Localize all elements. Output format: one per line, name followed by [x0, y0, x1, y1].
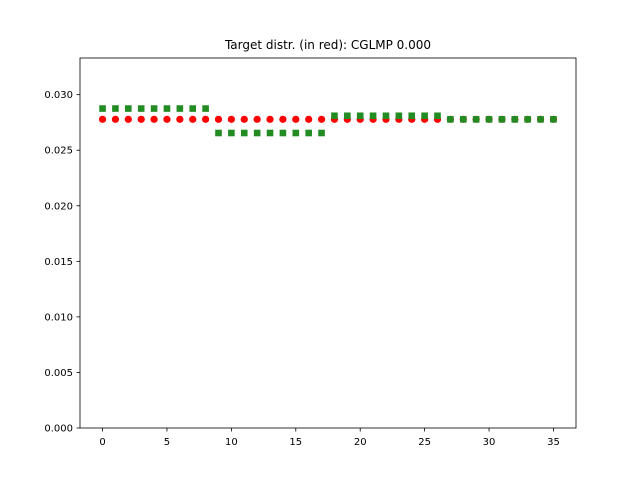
- data-point-square: [112, 105, 119, 112]
- data-point-square: [369, 112, 377, 120]
- data-point-circle: [253, 115, 261, 123]
- data-point-square: [344, 112, 351, 120]
- data-point-square: [511, 116, 519, 123]
- data-point-circle: [279, 115, 287, 123]
- data-point-circle: [240, 115, 248, 123]
- data-point-square: [240, 129, 248, 137]
- data-point-circle: [98, 115, 107, 123]
- data-point-square: [550, 116, 557, 123]
- data-point-square: [331, 112, 338, 120]
- data-point-square: [537, 116, 544, 123]
- x-tick-label: 0: [99, 437, 105, 448]
- data-point-square: [485, 116, 493, 123]
- data-point-square: [215, 129, 222, 137]
- data-point-square: [189, 105, 197, 112]
- y-tick-label: 0.015: [44, 257, 73, 268]
- x-axis: 0 5 10 15 20 25 30 35: [99, 428, 560, 448]
- data-point-square: [382, 112, 390, 120]
- data-point-square: [318, 129, 325, 137]
- y-tick-label: 0.025: [44, 146, 73, 157]
- y-axis: 0.000 0.005 0.010 0.015 0.020 0.025 0.030: [44, 90, 80, 435]
- data-point-square: [137, 105, 145, 112]
- x-tick-label: 15: [289, 437, 302, 448]
- data-point-square: [202, 105, 209, 112]
- y-tick-label: 0.005: [44, 368, 73, 379]
- series-1: [99, 105, 557, 137]
- chart-title: Target distr. (in red): CGLMP 0.000: [224, 38, 431, 52]
- data-point-square: [408, 112, 416, 120]
- data-point-square: [524, 116, 531, 123]
- axes-frame: [79, 57, 577, 429]
- data-point-circle: [292, 115, 300, 123]
- x-tick-label: 5: [164, 437, 170, 448]
- data-point-square: [163, 105, 171, 112]
- data-point-square: [434, 112, 441, 120]
- data-point-circle: [150, 115, 158, 123]
- x-tick-label: 25: [418, 437, 431, 448]
- x-tick-label: 30: [483, 437, 496, 448]
- data-point-circle: [111, 115, 120, 123]
- data-point-square: [356, 112, 364, 120]
- data-point-circle: [176, 115, 184, 123]
- data-point-circle: [189, 115, 197, 123]
- data-point-square: [176, 105, 184, 112]
- data-point-square: [459, 116, 467, 123]
- data-point-circle: [202, 115, 210, 123]
- plot-area: [79, 57, 577, 429]
- data-point-square: [395, 112, 403, 120]
- data-marks: [98, 105, 558, 137]
- data-point-circle: [124, 115, 132, 123]
- data-point-square: [421, 112, 428, 120]
- data-point-square: [150, 105, 158, 112]
- x-tick-label: 35: [547, 437, 560, 448]
- data-point-circle: [163, 115, 171, 123]
- data-point-circle: [305, 115, 313, 123]
- y-tick-label: 0.030: [44, 90, 73, 101]
- data-point-square: [292, 129, 300, 137]
- data-point-square: [125, 105, 132, 112]
- y-tick-label: 0.010: [44, 312, 73, 323]
- data-point-circle: [227, 115, 235, 123]
- data-point-square: [279, 129, 287, 137]
- data-point-circle: [137, 115, 145, 123]
- y-tick-label: 0.020: [44, 201, 73, 212]
- data-point-square: [266, 129, 274, 137]
- data-point-square: [99, 105, 106, 112]
- data-point-square: [228, 129, 235, 137]
- x-tick-label: 20: [354, 437, 367, 448]
- data-point-circle: [317, 115, 326, 123]
- data-point-square: [253, 129, 261, 137]
- axes-background: [80, 58, 576, 428]
- data-point-square: [498, 116, 506, 123]
- data-point-square: [472, 116, 480, 123]
- y-tick-label: 0.000: [44, 424, 73, 435]
- data-point-square: [305, 129, 312, 137]
- data-point-circle: [214, 115, 223, 123]
- data-point-square: [447, 116, 454, 123]
- data-point-circle: [266, 115, 274, 123]
- x-tick-label: 10: [225, 437, 238, 448]
